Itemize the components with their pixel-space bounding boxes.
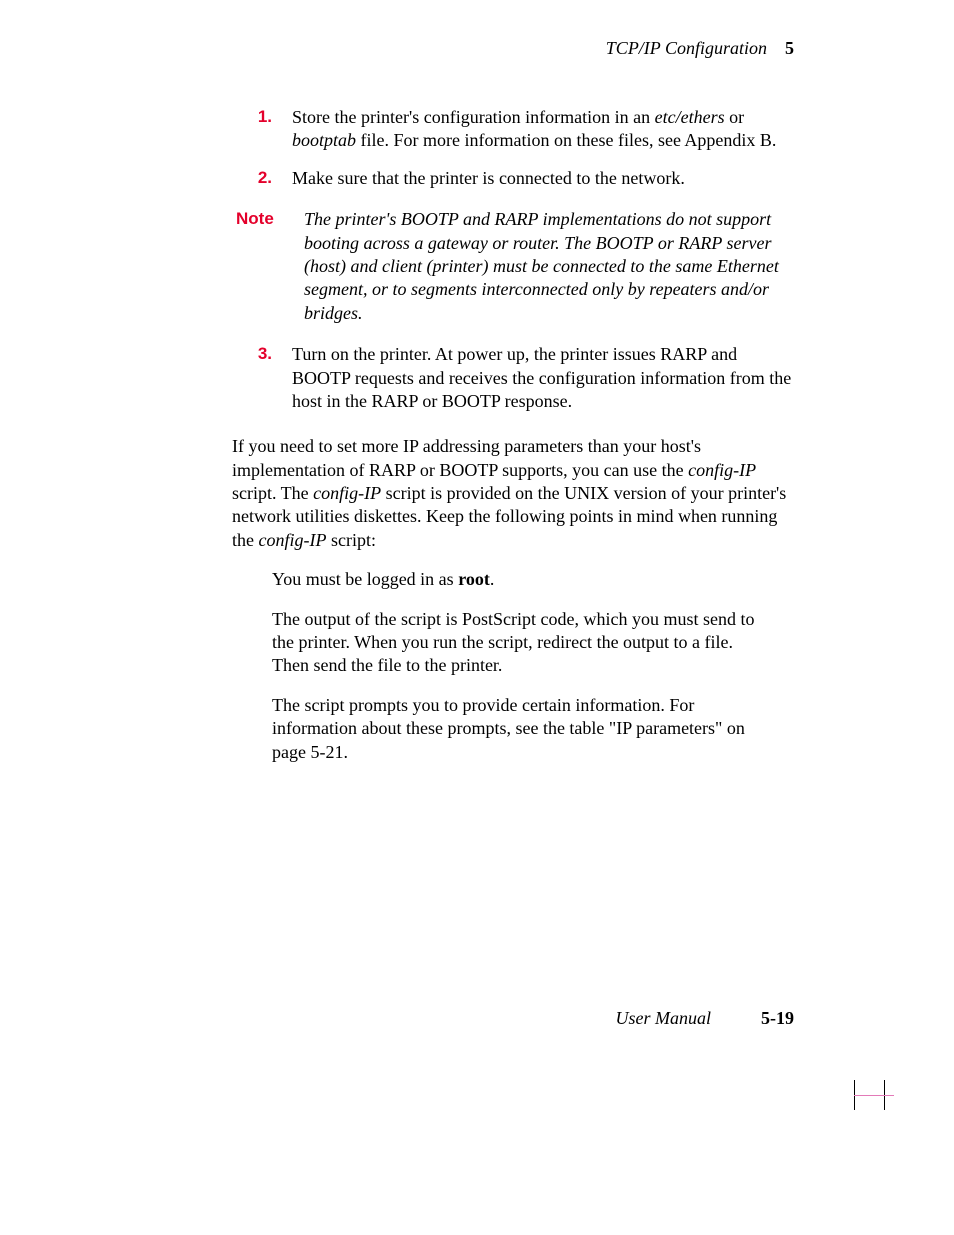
text-run: You must be logged in as bbox=[272, 569, 458, 589]
text-run: script: bbox=[326, 530, 376, 550]
header-chapter-number: 5 bbox=[785, 38, 794, 58]
step-3: 3. Turn on the printer. At power up, the… bbox=[232, 343, 797, 413]
list-item: You must be logged in as root. bbox=[272, 568, 772, 591]
text-run: file. For more information on these file… bbox=[356, 130, 776, 150]
italic-run: bootptab bbox=[292, 130, 356, 150]
step-text: Store the printer's configuration inform… bbox=[292, 106, 797, 153]
note-block: Note The printer's BOOTP and RARP implem… bbox=[232, 208, 797, 325]
italic-run: config-IP bbox=[313, 483, 381, 503]
step-number: 3. bbox=[232, 343, 292, 413]
step-number: 2. bbox=[232, 167, 292, 190]
footer-page-number: 5-19 bbox=[761, 1008, 794, 1028]
footer-manual-label: User Manual bbox=[616, 1008, 712, 1028]
body-text: 1. Store the printer's configuration inf… bbox=[232, 106, 797, 764]
crop-mark-icon bbox=[854, 1080, 894, 1120]
step-2: 2. Make sure that the printer is connect… bbox=[232, 167, 797, 190]
text-run: . bbox=[490, 569, 495, 589]
italic-run: config-IP bbox=[259, 530, 327, 550]
step-text: Make sure that the printer is connected … bbox=[292, 167, 797, 190]
note-label: Note bbox=[232, 208, 296, 325]
list-item: The output of the script is PostScript c… bbox=[272, 608, 772, 678]
running-header: TCP/IP Configuration 5 bbox=[606, 38, 794, 59]
page-footer: User Manual 5-19 bbox=[616, 1008, 795, 1029]
header-title: TCP/IP Configuration bbox=[606, 38, 767, 58]
step-text: Turn on the printer. At power up, the pr… bbox=[292, 343, 797, 413]
text-run: If you need to set more IP addressing pa… bbox=[232, 436, 701, 479]
list-item: The script prompts you to provide certai… bbox=[272, 694, 772, 764]
bold-run: root bbox=[458, 569, 490, 589]
text-run: or bbox=[725, 107, 745, 127]
step-number: 1. bbox=[232, 106, 292, 153]
paragraph: If you need to set more IP addressing pa… bbox=[232, 435, 797, 552]
text-run: Store the printer's configuration inform… bbox=[292, 107, 655, 127]
note-text: The printer's BOOTP and RARP implementat… bbox=[296, 208, 797, 325]
text-run: script. The bbox=[232, 483, 313, 503]
italic-run: etc/ethers bbox=[655, 107, 725, 127]
bullet-list: You must be logged in as root. The outpu… bbox=[272, 568, 772, 764]
italic-run: config-IP bbox=[688, 460, 756, 480]
step-1: 1. Store the printer's configuration inf… bbox=[232, 106, 797, 153]
page: TCP/IP Configuration 5 1. Store the print… bbox=[0, 0, 954, 1235]
